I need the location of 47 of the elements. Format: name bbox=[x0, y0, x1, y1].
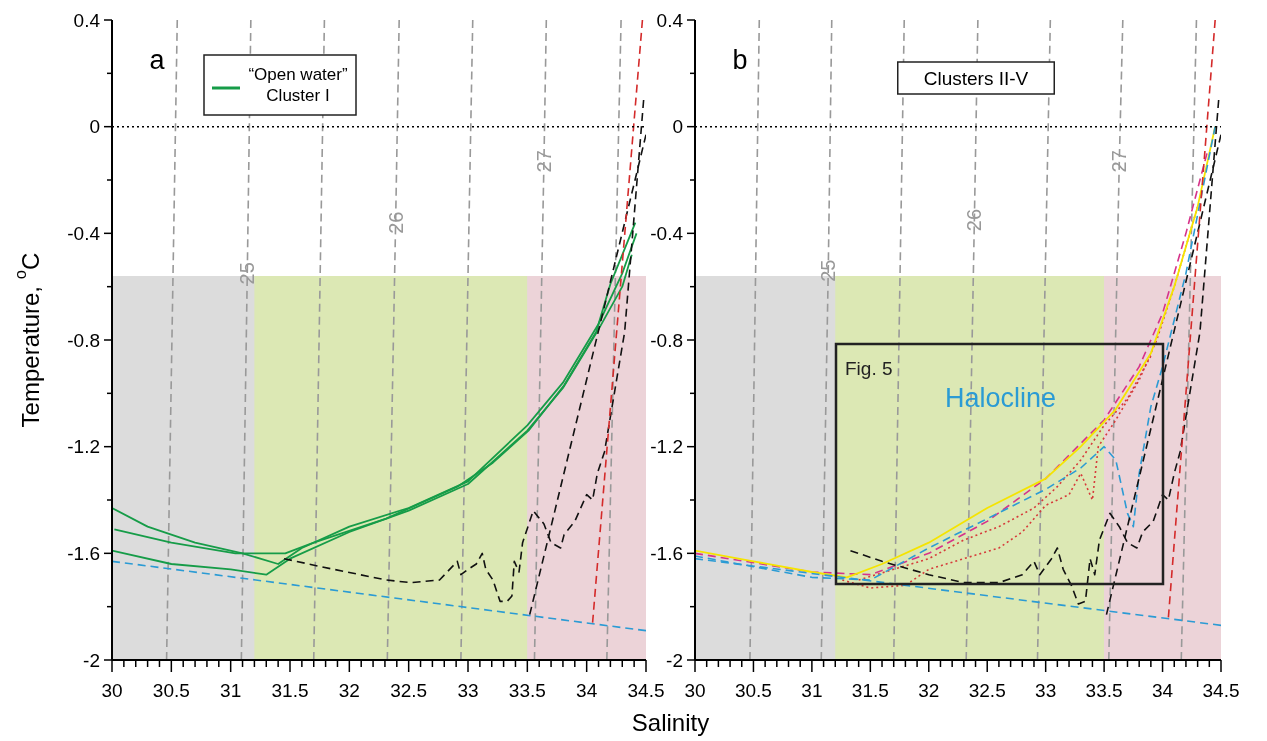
text: a bbox=[149, 45, 166, 75]
x-tick-label: 32 bbox=[338, 679, 360, 701]
y-tick-label: -1.6 bbox=[67, 542, 100, 564]
x-tick-label: 33 bbox=[1035, 679, 1057, 701]
x-tick-label: 34 bbox=[1151, 679, 1174, 701]
text: 25 bbox=[817, 259, 840, 282]
text: 27 bbox=[532, 150, 555, 173]
y-tick-label: 0 bbox=[672, 116, 683, 138]
y-tick-label: -1.2 bbox=[67, 436, 100, 458]
x-tick-label: 34.5 bbox=[1202, 679, 1240, 701]
x-tick-label: 30.5 bbox=[734, 679, 772, 701]
x-tick-label: 32.5 bbox=[390, 679, 428, 701]
y-tick-label: -2 bbox=[666, 649, 683, 671]
y-tick-label: -1.2 bbox=[650, 436, 683, 458]
y-tick-label: -0.4 bbox=[650, 222, 684, 244]
y-tick-label: -0.8 bbox=[650, 329, 683, 351]
text: 25 bbox=[236, 262, 259, 285]
x-tick-label: 33 bbox=[457, 679, 479, 701]
y-tick-label: -0.4 bbox=[67, 222, 101, 244]
y-tick-label: -2 bbox=[83, 649, 100, 671]
text: 26 bbox=[963, 208, 986, 232]
y-tick-label: -0.8 bbox=[67, 329, 100, 351]
x-tick-label: 30 bbox=[684, 679, 706, 701]
x-tick-label: 34.5 bbox=[627, 679, 665, 701]
y-tick-label: 0.4 bbox=[73, 9, 101, 31]
annotation: Clusters II-V bbox=[923, 67, 1029, 89]
x-tick-label: 30.5 bbox=[152, 679, 190, 701]
annotation: Fig. 5 bbox=[845, 357, 893, 379]
x-tick-label: 31 bbox=[220, 679, 242, 701]
x-tick-label: 33.5 bbox=[1085, 679, 1123, 701]
y-tick-label: 0 bbox=[89, 116, 100, 138]
text: 26 bbox=[384, 211, 407, 234]
x-tick-label: 30 bbox=[101, 679, 123, 701]
x-tick-label: 34 bbox=[576, 679, 598, 701]
x-axis-title: Salinity bbox=[631, 708, 710, 736]
text: 27 bbox=[1108, 150, 1131, 173]
y-tick-label: -1.6 bbox=[650, 542, 683, 564]
legend-label: “Open water” Cluster I bbox=[248, 65, 348, 105]
x-tick-label: 31.5 bbox=[271, 679, 309, 701]
x-tick-label: 31 bbox=[801, 679, 823, 701]
x-tick-label: 31.5 bbox=[851, 679, 889, 701]
annotation: Halocline bbox=[945, 383, 1057, 413]
y-tick-label: 0.4 bbox=[656, 9, 684, 31]
x-tick-label: 33.5 bbox=[508, 679, 546, 701]
x-tick-label: 32.5 bbox=[968, 679, 1006, 701]
text: b bbox=[732, 45, 748, 75]
x-tick-label: 32 bbox=[918, 679, 940, 701]
